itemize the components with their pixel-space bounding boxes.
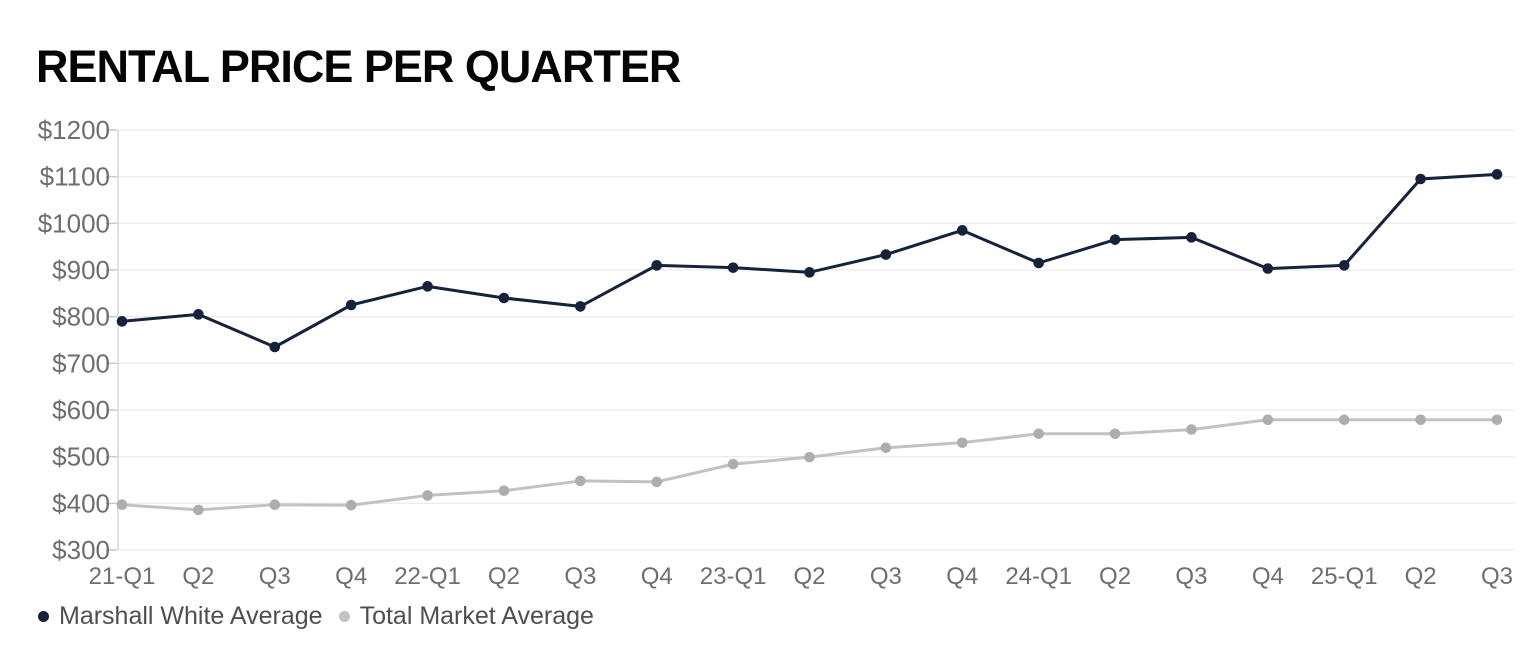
y-axis-label: $700 xyxy=(52,348,110,378)
y-axis-label: $1200 xyxy=(38,115,110,145)
legend-dot-marshall-white-icon xyxy=(38,610,49,622)
x-axis-label: Q2 xyxy=(1405,563,1437,590)
data-point-marshall-white-average xyxy=(498,292,510,304)
y-axis-label: $900 xyxy=(52,255,110,285)
data-point-total-market-average xyxy=(498,485,510,497)
data-point-marshall-white-average xyxy=(422,281,433,292)
series-line-marshall-white-average xyxy=(120,172,1499,349)
data-point-total-market-average xyxy=(1109,428,1121,440)
data-point-total-market-average xyxy=(880,442,892,454)
x-axis-label: Q3 xyxy=(564,563,596,590)
x-axis-label: Q3 xyxy=(870,563,902,590)
x-axis-label: Q4 xyxy=(335,563,367,590)
y-axis-label: $1100 xyxy=(40,162,110,192)
data-point-marshall-white-average xyxy=(651,260,663,271)
data-point-total-market-average xyxy=(422,490,433,501)
data-point-marshall-white-average xyxy=(1033,257,1044,269)
series-line-total-market-average xyxy=(120,418,1499,512)
data-point-total-market-average xyxy=(193,504,204,516)
x-axis-label: Q2 xyxy=(1099,563,1131,590)
data-point-total-market-average xyxy=(804,451,815,463)
data-point-marshall-white-average xyxy=(116,316,128,327)
x-axis-label: Q3 xyxy=(1175,563,1207,590)
data-point-total-market-average xyxy=(956,437,968,448)
data-point-marshall-white-average xyxy=(1415,173,1426,185)
legend-item-total-market-average: Total Market Average xyxy=(338,602,594,630)
data-point-marshall-white-average xyxy=(1109,234,1121,245)
data-point-marshall-white-average xyxy=(727,262,739,273)
data-point-total-market-average xyxy=(727,458,739,470)
y-axis-label: $800 xyxy=(52,302,110,332)
data-point-marshall-white-average xyxy=(345,299,357,311)
x-axis-label: Q3 xyxy=(259,563,291,590)
data-point-marshall-white-average xyxy=(193,309,204,320)
data-point-total-market-average xyxy=(1033,428,1044,440)
data-point-total-market-average xyxy=(1262,414,1274,426)
data-point-total-market-average xyxy=(651,476,663,488)
data-point-marshall-white-average xyxy=(1338,260,1350,271)
data-point-marshall-white-average xyxy=(269,341,281,353)
chart-title: RENTAL PRICE PER QUARTER xyxy=(36,41,681,92)
data-point-marshall-white-average xyxy=(956,225,968,236)
x-axis-label: Q3 xyxy=(1481,563,1513,590)
x-axis-label: 22-Q1 xyxy=(394,563,461,590)
data-point-marshall-white-average xyxy=(1491,169,1503,180)
chart-legend: Marshall White Average Total Market Aver… xyxy=(38,602,594,630)
x-axis-label: 25-Q1 xyxy=(1311,563,1378,590)
legend-item-marshall-white-average: Marshall White Average xyxy=(38,602,323,630)
data-point-total-market-average xyxy=(1491,414,1503,426)
y-axis-label: $400 xyxy=(52,488,110,518)
data-point-marshall-white-average xyxy=(880,249,892,260)
legend-dot-total-market-icon xyxy=(338,610,350,622)
data-point-total-market-average xyxy=(345,499,357,511)
data-point-total-market-average xyxy=(1415,414,1426,426)
data-point-total-market-average xyxy=(116,499,128,511)
x-axis-label: Q2 xyxy=(793,563,825,590)
legend-label-total-market-average: Total Market Average xyxy=(359,602,594,630)
x-axis-label: Q4 xyxy=(1252,563,1284,590)
y-axis-label: $1000 xyxy=(38,208,110,238)
legend-label-marshall-white-average: Marshall White Average xyxy=(59,602,323,630)
x-axis-label: Q2 xyxy=(488,563,520,590)
data-point-marshall-white-average xyxy=(804,267,815,278)
data-point-marshall-white-average xyxy=(1186,232,1197,243)
data-point-marshall-white-average xyxy=(1262,263,1274,274)
data-point-total-market-average xyxy=(575,475,586,487)
y-axis-label: $300 xyxy=(52,535,110,565)
y-axis-label: $600 xyxy=(52,395,110,425)
data-point-total-market-average xyxy=(269,499,281,511)
x-axis-label: Q4 xyxy=(641,563,673,590)
y-axis-label: $500 xyxy=(52,442,110,472)
data-point-marshall-white-average xyxy=(575,301,586,312)
x-axis-label: 23-Q1 xyxy=(700,563,767,590)
data-point-total-market-average xyxy=(1186,424,1197,435)
x-axis-label: 21-Q1 xyxy=(89,563,156,590)
x-axis-label: Q2 xyxy=(182,563,214,590)
x-axis-label: 24-Q1 xyxy=(1005,563,1072,590)
x-axis-label: Q4 xyxy=(946,563,978,590)
data-point-total-market-average xyxy=(1338,414,1350,426)
